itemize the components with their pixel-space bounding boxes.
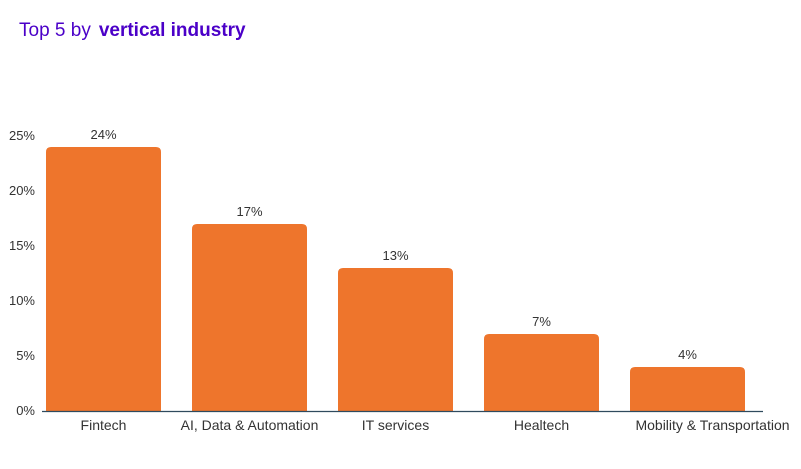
category-label: Mobility & Transportation (635, 417, 789, 433)
category-label: Fintech (81, 417, 127, 433)
category-label: IT services (362, 417, 429, 433)
category-label: Healtech (514, 417, 569, 433)
category-label: AI, Data & Automation (181, 417, 319, 433)
bar (630, 367, 745, 411)
title-emphasis: vertical industry (98, 20, 246, 41)
bar (338, 268, 453, 411)
bar (484, 334, 599, 411)
y-tick-label: 10% (9, 293, 35, 308)
y-tick-label: 25% (9, 128, 35, 143)
y-tick-label: 15% (9, 238, 35, 253)
data-label: 24% (90, 127, 116, 142)
title-prefix: Top 5 by (19, 20, 91, 41)
data-label: 13% (382, 248, 408, 263)
bar (46, 147, 161, 411)
bar (192, 224, 307, 411)
y-tick-label: 0% (16, 403, 35, 418)
y-tick-label: 20% (9, 183, 35, 198)
data-label: 17% (236, 204, 262, 219)
data-label: 7% (532, 314, 551, 329)
y-tick-label: 5% (16, 348, 35, 363)
data-label: 4% (678, 347, 697, 362)
chart-title: Top 5 by vertical industry (19, 20, 246, 42)
